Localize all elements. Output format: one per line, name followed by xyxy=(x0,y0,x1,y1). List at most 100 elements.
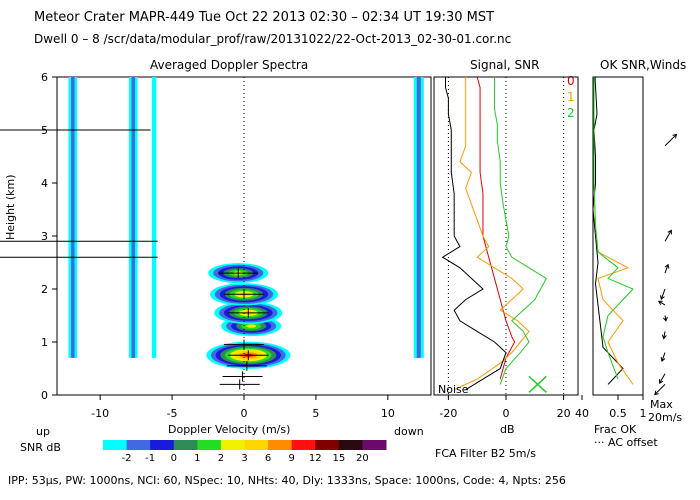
colorbar-tick-label: 9 xyxy=(288,453,294,464)
colorbar-tick-label: -2 xyxy=(122,453,132,464)
winds-series-snr_2 xyxy=(593,77,634,380)
colorbar-tick-label: 2 xyxy=(218,453,224,464)
snr-xlabel: dB xyxy=(500,423,515,436)
wind-max-value: 20m/s xyxy=(648,411,683,424)
colorbar-cell xyxy=(103,440,128,450)
colorbar-tick-label: -1 xyxy=(145,453,155,464)
x-tick-label: -5 xyxy=(167,407,178,420)
clutter-band-core xyxy=(416,77,421,358)
wind-barb xyxy=(661,352,666,362)
y-tick-label: 2 xyxy=(41,283,48,296)
legend-1: 1 xyxy=(567,90,575,104)
colorbar-cell xyxy=(315,440,340,450)
colorbar-cell xyxy=(338,440,363,450)
x-tick-label: 5 xyxy=(312,407,319,420)
wind-barb xyxy=(660,288,666,300)
snr-series-0 xyxy=(476,77,516,380)
ac-offset-dots: ··· xyxy=(594,436,608,449)
header-file-path: Dwell 0 – 8 /scr/data/modular_prof/raw/2… xyxy=(34,32,512,46)
wind-barb xyxy=(658,300,666,306)
snr-x-tick-label: 40 xyxy=(575,407,589,420)
colorbar-cell xyxy=(173,440,198,450)
colorbar-tick-label: 3 xyxy=(241,453,247,464)
winds-x-tick-label: 1 xyxy=(640,407,647,420)
colorbar-tick-label: 6 xyxy=(265,453,271,464)
frac-ok-label: Frac OK xyxy=(594,423,637,436)
winds-series-frac_ok xyxy=(593,77,624,385)
colorbar-cell xyxy=(220,440,245,450)
snr-series-2 xyxy=(493,77,547,385)
winds-title: OK SNR,Winds xyxy=(600,58,687,72)
ac-offset-label: ··· AC offset xyxy=(594,436,658,450)
snr-x-tick-label: 0 xyxy=(503,407,510,420)
colorbar-tick-label: 12 xyxy=(309,453,322,464)
colorbar-cell xyxy=(126,440,151,450)
y-tick-label: 0 xyxy=(41,389,48,402)
clutter-band xyxy=(151,77,157,358)
snr-frame xyxy=(433,76,579,396)
down-label: down xyxy=(394,425,424,438)
colorbar-cell xyxy=(291,440,316,450)
colorbar-cell xyxy=(268,440,293,450)
spectra-title: Averaged Doppler Spectra xyxy=(150,58,309,72)
x-tick-label: 10 xyxy=(381,407,395,420)
colorbar-tick-label: 0 xyxy=(171,453,177,464)
colorbar-cell xyxy=(244,440,269,450)
colorbar-cell xyxy=(197,440,222,450)
footer-params: IPP: 53µs, PW: 1000ns, NCI: 60, NSpec: 1… xyxy=(8,474,566,487)
y-tick-label: 1 xyxy=(41,336,48,349)
colorbar-cell xyxy=(150,440,175,450)
wind-barb-head xyxy=(662,316,668,322)
wind-barb-head xyxy=(667,229,672,235)
x-tick-label: 0 xyxy=(241,407,248,420)
snr-marks xyxy=(441,77,565,395)
wind-barbs xyxy=(654,133,678,396)
y-tick-label: 3 xyxy=(41,230,48,243)
snr-x-marker xyxy=(528,375,547,393)
wind-max-label: Max xyxy=(650,398,673,411)
clutter-band-core xyxy=(131,77,135,358)
colorbar-tick-label: 20 xyxy=(356,453,369,464)
snr-colorbar: -2 -1 0 1 2 3 6 9 12 15 20 xyxy=(103,440,387,464)
colorbar-tick-label: 1 xyxy=(194,453,200,464)
ac-offset-text: AC offset xyxy=(608,436,658,449)
wind-barb-head xyxy=(654,390,659,396)
wind-barb xyxy=(663,331,666,339)
snr-title: Signal, SNR xyxy=(470,58,540,72)
wind-barb-head xyxy=(660,295,665,301)
wind-barb xyxy=(654,384,666,395)
winds-series-snr_1 xyxy=(593,77,634,385)
snr-x-tick-label: 20 xyxy=(557,407,571,420)
colorbar-label: SNR dB xyxy=(20,441,61,454)
wind-barb xyxy=(664,230,672,242)
winds-x-tick-label: 0.5 xyxy=(609,407,627,420)
y-tick-label: 5 xyxy=(41,124,48,137)
spectra-xlabel: Doppler Velocity (m/s) xyxy=(168,423,291,436)
winds-frame xyxy=(592,76,644,396)
wind-barb xyxy=(659,373,666,384)
legend-0: 0 xyxy=(567,74,575,88)
filter-label: FCA Filter B2 5m/s xyxy=(435,447,536,460)
spectra-marks xyxy=(68,77,424,395)
wind-barb xyxy=(664,264,669,274)
wind-barb-head xyxy=(660,357,666,362)
wind-barb-head xyxy=(661,334,667,340)
snr-x-tick-label: -20 xyxy=(439,407,457,420)
up-label: up xyxy=(36,425,50,438)
colorbar-cell xyxy=(362,440,387,450)
spectra-blob xyxy=(246,324,257,328)
x-tick-label: -10 xyxy=(91,407,109,420)
snr-series-1 xyxy=(453,77,530,391)
wind-barb-head xyxy=(664,263,670,269)
snr-series-noise xyxy=(441,77,507,391)
wind-barb-head xyxy=(672,133,678,139)
colorbar-tick-label: 15 xyxy=(332,453,345,464)
legend-2: 2 xyxy=(567,106,575,120)
clutter-band-core xyxy=(71,77,75,358)
winds-marks xyxy=(593,77,634,385)
spectra-ylabel: Height (km) xyxy=(4,174,17,240)
noise-label: Noise xyxy=(438,383,469,396)
wind-barb xyxy=(664,134,677,147)
